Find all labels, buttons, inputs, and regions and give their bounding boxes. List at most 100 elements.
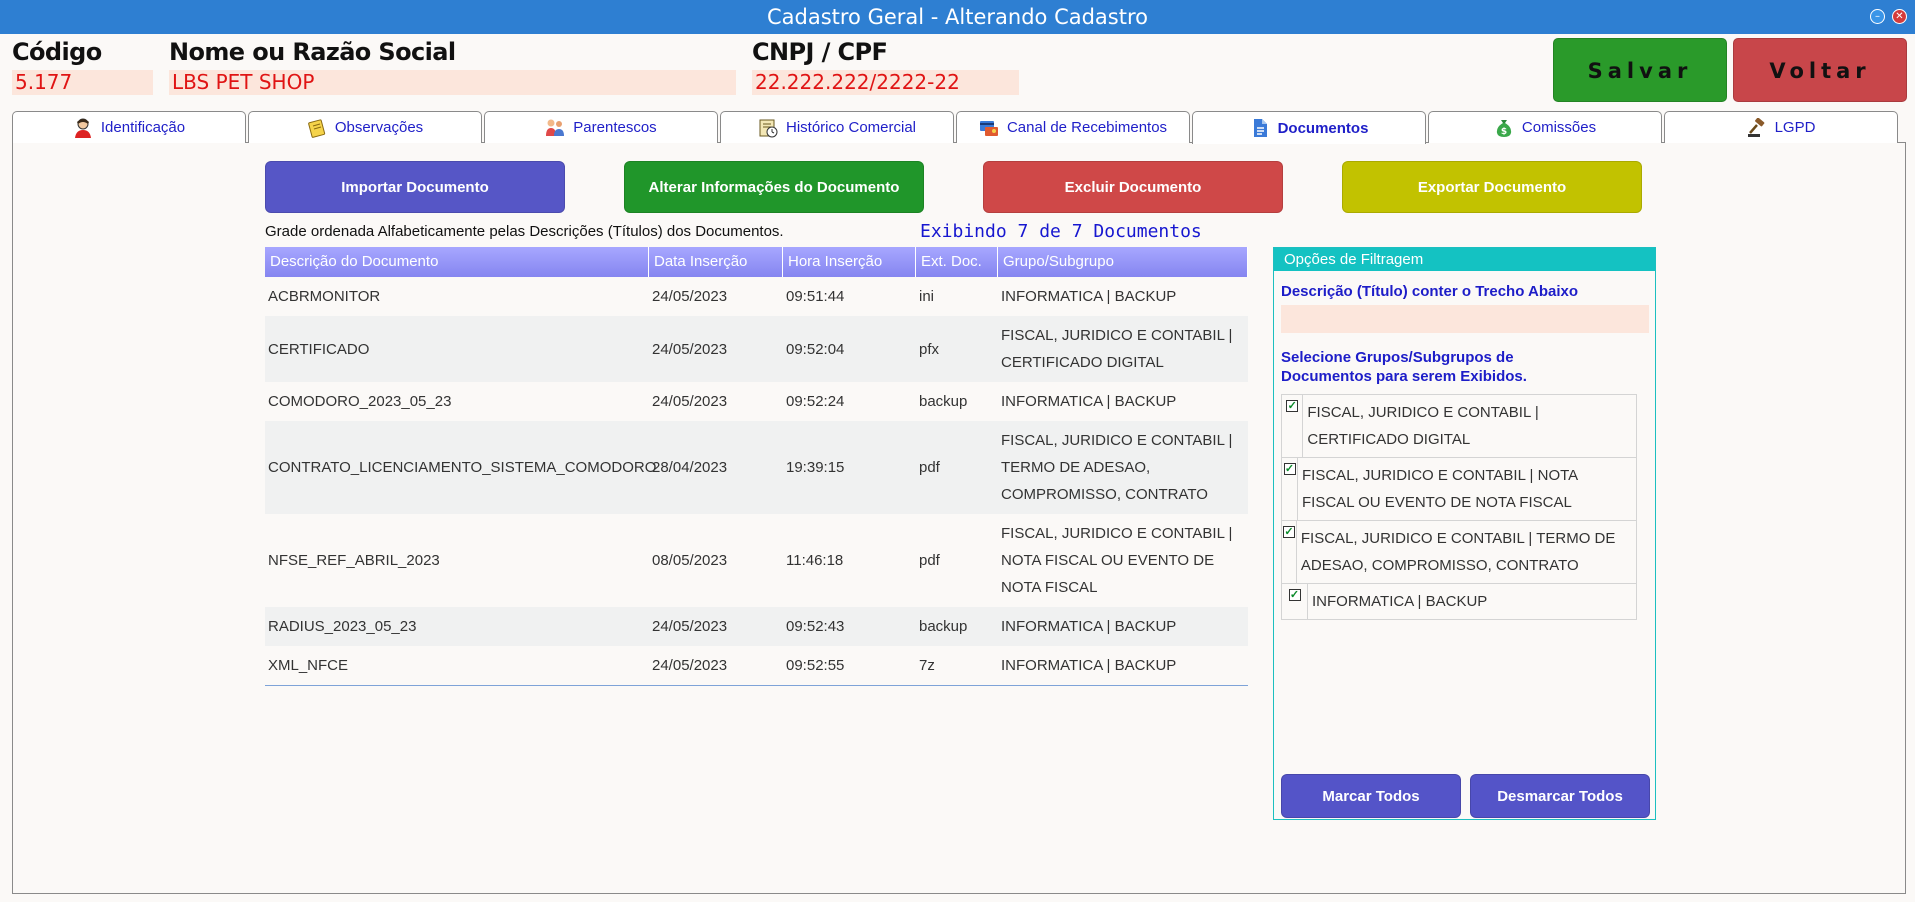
cell-descricao: CERTIFICADO [268, 340, 370, 358]
family-icon [546, 119, 565, 136]
tab-lgpd[interactable]: LGPD [1664, 111, 1898, 143]
tab-documentos[interactable]: Documentos [1192, 111, 1426, 144]
group-option-label: FISCAL, JURIDICO E CONTABIL | NOTA FISCA… [1302, 467, 1578, 511]
tab-label: Parentescos [573, 119, 657, 136]
cell-data: 24/05/2023 [652, 393, 728, 410]
cell-data: 24/05/2023 [652, 340, 728, 358]
group-option-label: FISCAL, JURIDICO E CONTABIL | TERMO DE A… [1300, 530, 1616, 574]
cell-grupo: INFORMATICA | BACKUP [1001, 657, 1177, 674]
cell-hora: 11:46:18 [786, 552, 844, 569]
documents-grid: Descrição do Documento Data Inserção Hor… [265, 247, 1248, 686]
grid-header: Descrição do Documento Data Inserção Hor… [265, 247, 1248, 277]
tab-observacoes[interactable]: Observações [248, 111, 482, 143]
group-option[interactable]: ✓ INFORMATICA | BACKUP [1281, 584, 1637, 620]
alterar-documento-button[interactable]: Alterar Informações do Documento [624, 161, 924, 213]
cell-data: 08/05/2023 [652, 552, 728, 569]
tab-comissoes[interactable]: $ Comissões [1428, 111, 1662, 143]
tab-historico-comercial[interactable]: Histórico Comercial [720, 111, 954, 143]
cell-ext: 7z [919, 657, 935, 674]
cell-hora: 09:52:43 [786, 618, 845, 635]
tab-label: Histórico Comercial [785, 119, 917, 136]
column-header-ext[interactable]: Ext. Doc. [916, 247, 998, 277]
table-row[interactable]: NFSE_REF_ABRIL_2023 08/05/2023 11:46:18 … [265, 514, 1248, 607]
codigo-label: Código [12, 38, 102, 66]
importar-documento-button[interactable]: Importar Documento [265, 161, 565, 213]
codigo-field[interactable]: 5.177 [12, 70, 153, 95]
filter-panel: Opções de Filtragem Descrição (Título) c… [1273, 247, 1656, 820]
cell-descricao: RADIUS_2023_05_23 [268, 618, 417, 635]
group-option-label: FISCAL, JURIDICO E CONTABIL | CERTIFICAD… [1307, 404, 1539, 448]
filter-title: Opções de Filtragem [1274, 248, 1655, 271]
table-row[interactable]: XML_NFCE 24/05/2023 09:52:55 7z INFORMAT… [265, 646, 1248, 685]
groups-checklist: ✓ FISCAL, JURIDICO E CONTABIL | CERTIFIC… [1281, 394, 1637, 620]
voltar-button[interactable]: Voltar [1733, 38, 1907, 102]
grid-caption: Grade ordenada Alfabeticamente pelas Des… [265, 223, 784, 240]
tab-parentescos[interactable]: Parentescos [484, 111, 718, 143]
close-icon[interactable]: ✕ [1892, 9, 1907, 24]
cell-data: 28/04/2023 [652, 459, 728, 476]
column-header-descricao[interactable]: Descrição do Documento [265, 247, 649, 277]
cnpj-field[interactable]: 22.222.222/2222-22 [752, 70, 1019, 95]
cell-ext: pdf [919, 459, 940, 476]
cell-grupo: INFORMATICA | BACKUP [1001, 393, 1177, 410]
money-bag-icon: $ [1496, 119, 1512, 137]
table-row[interactable]: CONTRATO_LICENCIAMENTO_SISTEMA_COMODORO … [265, 421, 1248, 514]
group-option[interactable]: ✓ FISCAL, JURIDICO E CONTABIL | NOTA FIS… [1281, 458, 1637, 521]
window-titlebar: Cadastro Geral - Alterando Cadastro – ✕ [0, 0, 1915, 34]
gavel-icon [1747, 117, 1764, 137]
group-option[interactable]: ✓ FISCAL, JURIDICO E CONTABIL | TERMO DE… [1281, 521, 1637, 584]
cell-hora: 09:52:55 [786, 657, 845, 674]
minimize-icon[interactable]: – [1870, 9, 1885, 24]
tab-label: Canal de Recebimentos [1006, 119, 1168, 136]
grid-body: ACBRMONITOR 24/05/2023 09:51:44 ini INFO… [265, 277, 1248, 685]
cell-descricao: NFSE_REF_ABRIL_2023 [268, 552, 440, 569]
desmarcar-todos-button[interactable]: Desmarcar Todos [1470, 774, 1650, 818]
column-header-hora[interactable]: Hora Inserção [783, 247, 916, 277]
cell-data: 24/05/2023 [652, 657, 728, 674]
payment-icon [979, 120, 998, 136]
cell-descricao: CONTRATO_LICENCIAMENTO_SISTEMA_COMODORO [268, 459, 657, 476]
cell-grupo: FISCAL, JURIDICO E CONTABIL | CERTIFICAD… [1001, 327, 1233, 371]
table-row[interactable]: RADIUS_2023_05_23 24/05/2023 09:52:43 ba… [265, 607, 1248, 646]
checkbox[interactable]: ✓ [1286, 400, 1299, 412]
excluir-documento-button[interactable]: Excluir Documento [983, 161, 1283, 213]
nome-label: Nome ou Razão Social [169, 38, 456, 66]
description-filter-input[interactable] [1281, 305, 1649, 333]
cell-grupo: FISCAL, JURIDICO E CONTABIL | NOTA FISCA… [1001, 525, 1233, 596]
checkbox[interactable]: ✓ [1283, 463, 1296, 475]
cell-data: 24/05/2023 [652, 618, 728, 635]
cell-ext: backup [919, 393, 968, 410]
cell-hora: 19:39:15 [786, 459, 845, 476]
checkbox[interactable]: ✓ [1288, 589, 1301, 601]
cell-ext: pfx [919, 340, 940, 358]
group-option[interactable]: ✓ FISCAL, JURIDICO E CONTABIL | CERTIFIC… [1281, 394, 1637, 458]
column-header-data[interactable]: Data Inserção [649, 247, 783, 277]
marcar-todos-button[interactable]: Marcar Todos [1281, 774, 1461, 818]
cell-ext: pdf [919, 552, 940, 569]
tab-identificacao[interactable]: Identificação [12, 111, 246, 143]
cell-grupo: FISCAL, JURIDICO E CONTABIL | TERMO DE A… [1001, 432, 1233, 503]
salvar-button[interactable]: Salvar [1553, 38, 1727, 102]
exportar-documento-button[interactable]: Exportar Documento [1342, 161, 1642, 213]
cell-descricao: ACBRMONITOR [268, 288, 381, 305]
svg-text:$: $ [1501, 127, 1507, 137]
tab-label: LGPD [1774, 119, 1816, 136]
group-option-label: INFORMATICA | BACKUP [1312, 593, 1488, 610]
notes-icon [307, 118, 325, 138]
document-count: Exibindo 7 de 7 Documentos [920, 221, 1202, 242]
tab-bar: Identificação Observações Parentescos Hi… [12, 111, 1906, 144]
table-row[interactable]: ACBRMONITOR 24/05/2023 09:51:44 ini INFO… [265, 277, 1248, 316]
tab-canal-de-recebimentos[interactable]: Canal de Recebimentos [956, 111, 1190, 143]
table-row[interactable]: COMODORO_2023_05_23 24/05/2023 09:52:24 … [265, 382, 1248, 421]
checkbox[interactable]: ✓ [1282, 526, 1295, 538]
table-row[interactable]: CERTIFICADO 24/05/2023 09:52:04 pfx FISC… [265, 316, 1248, 382]
column-header-grupo[interactable]: Grupo/Subgrupo [998, 247, 1248, 277]
cell-descricao: COMODORO_2023_05_23 [268, 393, 452, 410]
groups-filter-label: Selecione Grupos/Subgrupos de Documentos… [1281, 349, 1527, 385]
cnpj-label: CNPJ / CPF [752, 38, 888, 66]
nome-field[interactable]: LBS PET SHOP [169, 70, 736, 95]
description-filter-label: Descrição (Título) conter o Trecho Abaix… [1281, 283, 1578, 300]
tab-label: Documentos [1277, 119, 1369, 137]
tab-label: Comissões [1521, 119, 1597, 136]
cell-hora: 09:52:24 [786, 393, 845, 410]
